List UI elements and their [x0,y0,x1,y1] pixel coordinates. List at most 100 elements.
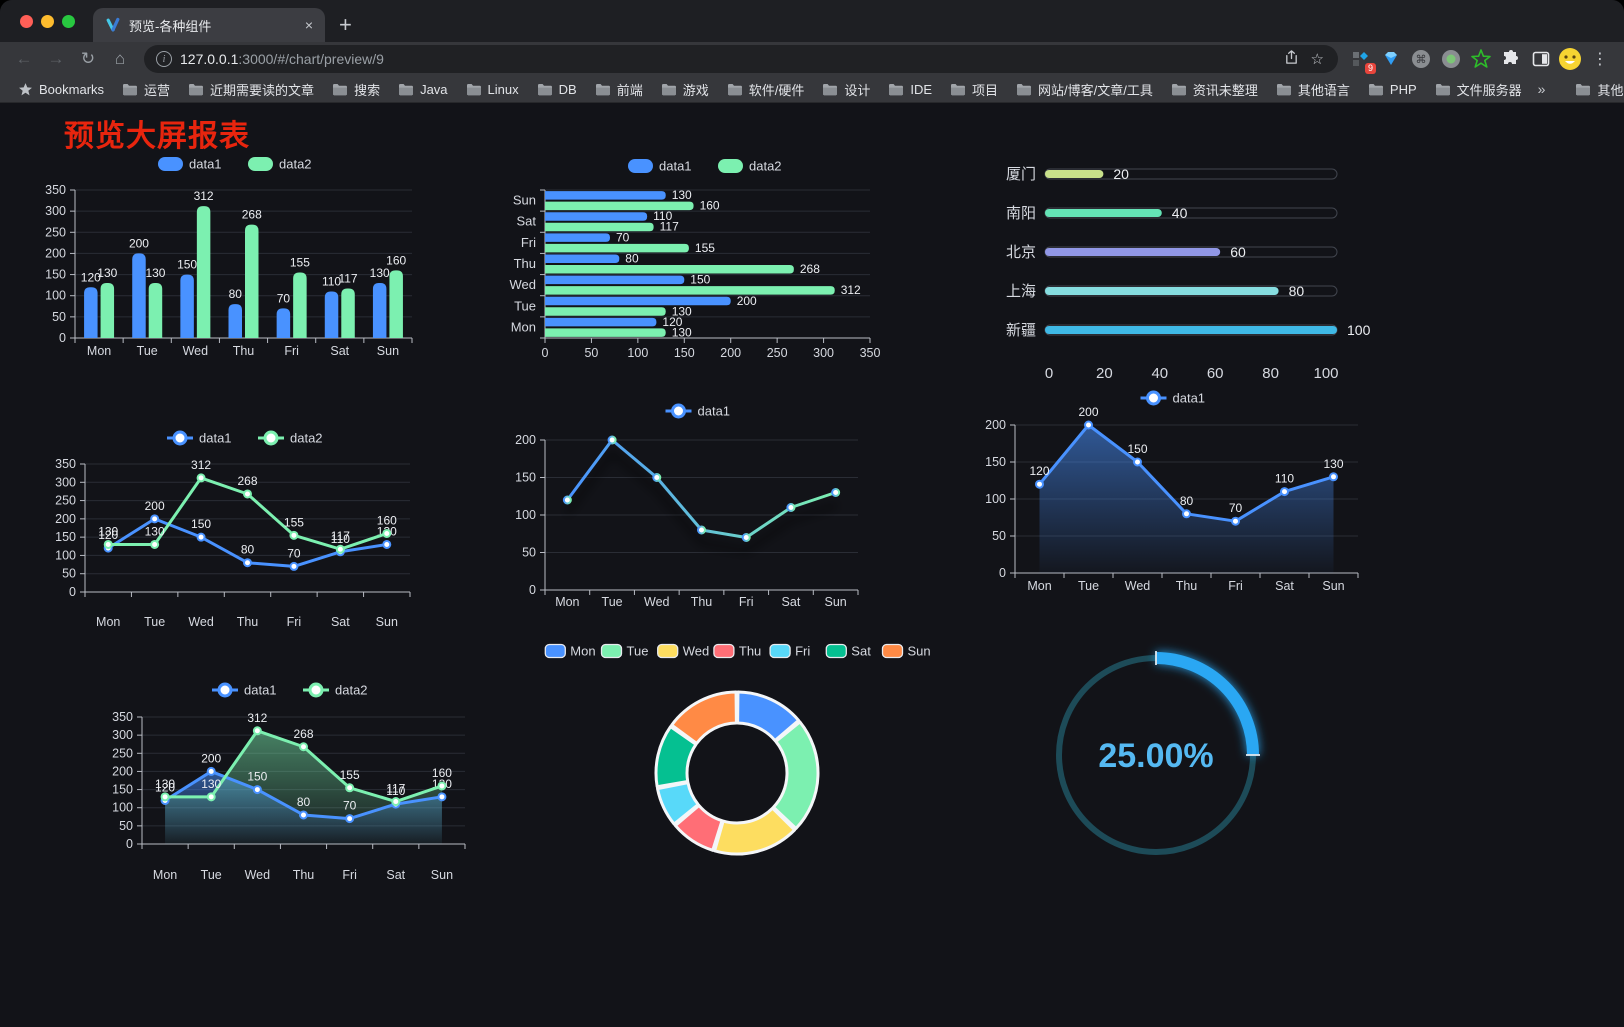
bookmark-item-10[interactable]: 设计 [814,78,878,101]
legend-item-data2[interactable]: data2 [303,682,368,698]
chart-line-area-dual[interactable]: data1 data2 0 50 100 150 200 250 300 350 Mon Tue Wed… [112,682,466,883]
donut-slice-Fri[interactable] [656,781,700,826]
legend-item-data1[interactable]: data1 [167,430,232,446]
svg-text:南阳: 南阳 [1006,205,1036,222]
back-icon[interactable]: ← [15,49,33,68]
bookmark-item-other[interactable]: 其他书签 [1567,78,1624,101]
legend-item-Mon[interactable]: Mon [544,644,596,659]
legend-item-data2[interactable]: data2 [248,157,312,172]
gem-extension-icon[interactable] [1378,46,1404,72]
bookmark-item-12[interactable]: 项目 [942,78,1006,101]
forward-icon[interactable]: → [47,49,65,68]
bookmark-item-9[interactable]: 软件/硬件 [719,78,813,101]
bookmark-item-4[interactable]: Java [390,80,455,99]
svg-text:Sun: Sun [377,344,399,358]
bookmark-label: 文件服务器 [1456,82,1522,98]
menu-kebab-icon[interactable]: ⋮ [1592,51,1608,68]
svg-text:Tue: Tue [137,344,158,358]
svg-text:300: 300 [112,728,133,742]
bookmark-item-11[interactable]: IDE [880,80,940,99]
chart-progress[interactable]: 厦门 20 南阳 40 北京 60 上海 80 新疆 100 0 20 40 60 80 100 [1006,166,1371,382]
new-tab-button[interactable]: + [339,12,352,37]
url-text[interactable]: 127.0.0.1:3000/#/chart/preview/9 [180,51,1274,67]
proxy-grid-extension-icon[interactable]: 9 [1348,46,1376,74]
bookmarks-star-icon [18,82,33,97]
chart-line-area-single[interactable]: data1 0 50 100 150 200 Mon Tue Wed Thu Fri Sat Sun 12… [985,390,1359,594]
close-window-button[interactable] [20,14,33,28]
legend-item-Thu[interactable]: Thu [713,644,761,659]
puzzle-extensions-icon[interactable] [1498,46,1524,72]
bookmark-label: 其他书签 [1597,82,1624,98]
chart-donut[interactable]: Mon Tue Wed Thu Fri Sat Sun [544,644,931,856]
donut-slice-Mon[interactable] [736,690,801,743]
bookmark-item-16[interactable]: PHP [1360,80,1425,99]
svg-text:Sun: Sun [825,595,847,609]
svg-text:150: 150 [45,268,66,282]
chart-grouped-bar[interactable]: data1 data2 0 50 100 150 200 250 300 350 Mon Tue Wed… [45,157,413,359]
bookmark-star-icon[interactable]: ☆ [1310,51,1324,68]
url-bar[interactable]: i 127.0.0.1:3000/#/chart/preview/9 ☆ [144,45,1338,73]
tab-close-icon[interactable]: × [304,17,313,33]
bookmark-item-13[interactable]: 网站/博客/文章/工具 [1008,78,1161,101]
donut-slice-Sat[interactable] [654,725,698,789]
info-icon[interactable]: i [156,51,172,67]
bookmark-item-1[interactable]: 运营 [114,78,178,101]
donut-slice-Sun[interactable] [670,690,738,745]
side-panel-icon[interactable] [1528,46,1554,72]
bookmark-item-6[interactable]: DB [529,80,585,99]
bookmark-item-7[interactable]: 前端 [587,78,651,101]
bookmark-item-8[interactable]: 游戏 [653,78,717,101]
folder-icon [398,83,414,96]
legend-item-Wed[interactable]: Wed [657,644,710,659]
chart-line-dual[interactable]: data1 data2 0 50 100 150 200 250 300 350 Mon Tue Wed… [55,430,411,630]
legend-item-data1[interactable]: data1 [628,159,692,174]
svg-text:130: 130 [672,304,692,318]
bookmark-item-2[interactable]: 近期需要读的文章 [180,78,322,101]
profile-avatar[interactable] [1558,47,1582,71]
bookmarks-overflow-chevron[interactable]: » [1537,81,1546,97]
legend-item-Sat[interactable]: Sat [825,644,871,659]
donut-slice-Tue[interactable] [771,720,820,831]
reload-icon[interactable]: ↻ [80,49,96,68]
bookmark-item-15[interactable]: 其他语言 [1268,78,1358,101]
svg-text:250: 250 [112,746,133,760]
svg-text:Wed: Wed [183,344,209,358]
svg-text:Tue: Tue [514,298,536,313]
legend-item-data1[interactable]: data1 [1140,390,1206,406]
legend-item-data2[interactable]: data2 [718,159,782,174]
legend-item-data1[interactable]: data1 [212,682,277,698]
bookmark-item-14[interactable]: 资讯未整理 [1163,78,1266,101]
chart-line-gradient[interactable]: data1 0 50 100 150 200 Mon Tue Wed Thu Fri Sat Sun [515,403,859,610]
donut-slice-Wed[interactable] [713,806,797,856]
green-star-extension-icon[interactable] [1468,46,1494,72]
window-controls [0,0,93,42]
legend-item-data1[interactable]: data1 [158,157,222,172]
legend-item-data1[interactable]: data1 [665,403,731,419]
bookmark-item-5[interactable]: Linux [458,80,527,99]
chart-gauge[interactable]: 25.00% [1056,651,1260,855]
command-extension-icon[interactable]: ⌘ [1408,46,1434,72]
bookmark-item-0[interactable]: Bookmarks [10,80,112,99]
chart-horizontal-bar[interactable]: data1 data2 0 50 100 150 200 250 300 350 Sun 130 160… [510,159,881,361]
bookmark-label: PHP [1389,81,1417,97]
svg-text:150: 150 [55,530,76,544]
page-title: 预览大屏报表 [64,120,250,153]
browser-tab[interactable]: 预览-各种组件 × [93,8,325,42]
home-icon[interactable]: ⌂ [114,49,126,68]
bookmark-item-17[interactable]: 文件服务器 [1427,78,1530,101]
legend-item-Fri[interactable]: Fri [769,644,810,659]
legend-item-data2[interactable]: data2 [258,430,323,446]
legend-item-Sun[interactable]: Sun [881,644,931,659]
share-icon[interactable] [1282,49,1301,69]
svg-text:150: 150 [177,258,197,272]
bookmark-item-3[interactable]: 搜索 [324,78,388,101]
zoom-window-button[interactable] [62,14,75,28]
record-extension-icon[interactable] [1438,46,1464,72]
minimize-window-button[interactable] [41,14,54,28]
donut-slice-Thu[interactable] [673,803,724,852]
svg-text:Tue: Tue [602,595,623,609]
svg-text:厦门: 厦门 [1006,166,1036,183]
legend-item-Tue[interactable]: Tue [600,644,649,659]
svg-text:data1: data1 [244,683,277,698]
svg-text:Fri: Fri [521,235,536,250]
